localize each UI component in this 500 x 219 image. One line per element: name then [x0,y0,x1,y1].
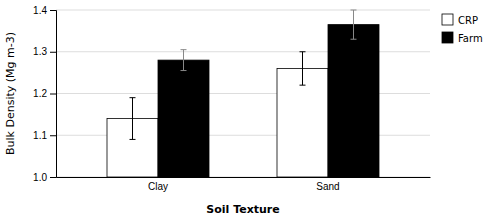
tick-label: 1.0 [33,172,47,183]
legend-swatch [442,14,453,25]
error-bar [130,98,136,140]
axis-line [57,177,431,178]
marks [107,10,379,177]
tick-mark [50,94,56,95]
tick: 1.0 [33,172,56,183]
tick-label: 1.1 [33,130,47,141]
tick: 1.4 [33,5,56,16]
error-bar [351,10,357,39]
tick-mark [50,10,56,11]
legend: CRP Farm [442,14,483,44]
legend-item: CRP [442,14,478,26]
y-axis-title: Bulk Density (Mg m-3) [4,32,17,155]
tick: 1.1 [33,130,56,141]
tick: 1.2 [33,88,56,99]
series [107,52,328,177]
tick-label: 1.2 [33,88,47,99]
tick: Sand [316,177,339,192]
tick-mark [50,52,56,53]
bar [328,25,379,177]
error-bar [181,50,187,71]
grid [56,10,430,177]
tick: 1.3 [33,46,56,57]
tick: Clay [148,177,168,192]
tick-label: Sand [316,181,339,192]
legend-label: Farm [458,33,483,44]
legend-label: CRP [458,15,478,26]
grid-line [56,10,430,11]
legend-swatch [442,32,453,43]
x-axis: Clay Sand [57,177,431,192]
tick-label: 1.3 [33,46,47,57]
x-axis-title: Soil Texture [206,203,279,216]
error-bar [300,52,306,85]
chart: 1.0 1.1 1.2 1.3 1.4 Clay Sand Soil Texture Bulk … [0,0,500,219]
tick-label: Clay [148,181,168,192]
tick-mark [50,135,56,136]
tick-mark [50,177,56,178]
plot: 1.0 1.1 1.2 1.3 1.4 Clay Sand [33,5,430,192]
bar [158,60,209,177]
tick-label: 1.4 [33,5,47,16]
axis-line [50,11,57,178]
y-axis: 1.0 1.1 1.2 1.3 1.4 [33,5,56,183]
series [158,10,379,177]
legend-item: Farm [442,32,483,44]
